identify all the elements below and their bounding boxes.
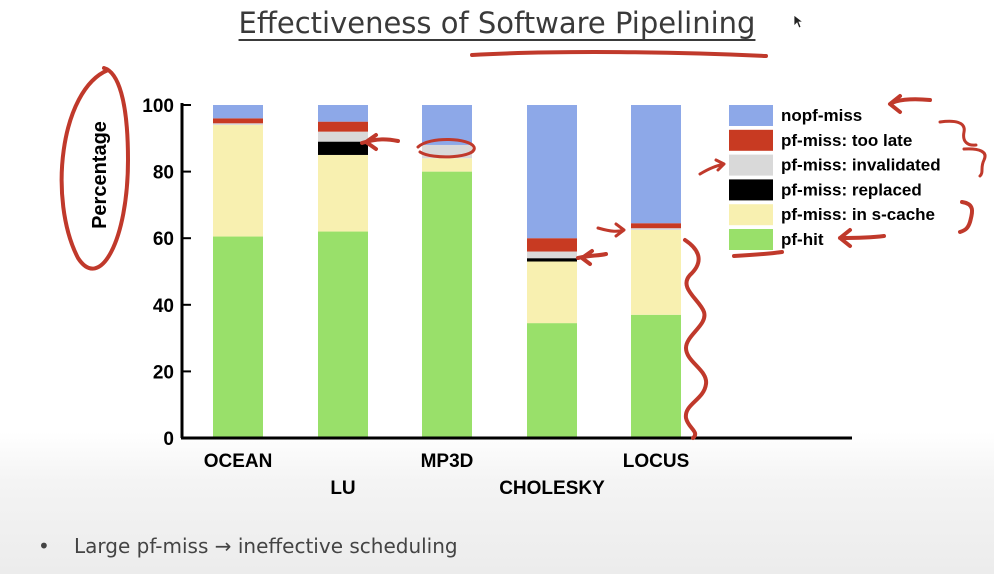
bar-segment-cholesky-3	[527, 251, 577, 259]
bar-segment-mp3d-0	[422, 171, 472, 438]
lu-arrow-scribble	[360, 133, 400, 151]
x-tick-label: LOCUS	[623, 451, 690, 472]
bar-segment-cholesky-2	[527, 258, 577, 262]
bar-segment-cholesky-5	[527, 105, 577, 239]
y-tick-label: 40	[153, 296, 174, 317]
locus-arrow-scribble	[596, 222, 626, 238]
legend-arrow-scribble	[698, 158, 726, 176]
y-tick-label: 20	[153, 362, 174, 383]
bar-segment-lu-4	[318, 121, 368, 132]
bar-segment-locus-3	[631, 228, 681, 230]
legend-swatch	[729, 179, 773, 201]
x-tick-label: OCEAN	[204, 451, 273, 472]
percentage-circle-scribble	[59, 66, 130, 271]
legend-label: pf-miss: replaced	[781, 180, 922, 199]
slide-bottom-band	[0, 432, 994, 574]
legend-swatch	[729, 129, 773, 151]
y-tick-label: 100	[142, 96, 174, 117]
legend-label: pf-miss: in s-cache	[781, 205, 935, 224]
y-tick-label: 0	[163, 429, 174, 450]
bullet-point: • Large pf-miss → ineffective scheduling	[38, 534, 458, 558]
bar-segment-cholesky-1	[527, 261, 577, 324]
mp3d-loop-scribble	[416, 138, 476, 159]
x-tick-label: LU	[330, 478, 355, 499]
pfhit-arrow-scribble	[838, 228, 886, 248]
legend-label: pf-hit	[781, 230, 824, 249]
y-tick-label: 60	[153, 229, 174, 250]
y-tick-label: 80	[153, 163, 174, 184]
bar-segment-locus-5	[631, 105, 681, 224]
bar-segment-ocean-0	[213, 236, 263, 438]
legend-swatch	[729, 204, 773, 226]
bar-segment-lu-5	[318, 105, 368, 122]
bar-segment-lu-0	[318, 231, 368, 438]
pfhit-dash-scribble	[732, 250, 784, 258]
x-tick-label: CHOLESKY	[499, 478, 605, 499]
legend-swatch	[729, 105, 773, 126]
bar-segment-ocean-3	[213, 123, 263, 125]
bar-segment-ocean-5	[213, 105, 263, 119]
legend-label: pf-miss: invalidated	[781, 156, 941, 175]
bar-segment-lu-3	[318, 131, 368, 142]
title-underline-scribble	[470, 50, 768, 58]
bar-segment-lu-2	[318, 141, 368, 155]
legend-label: nopf-miss	[781, 106, 862, 125]
cholesky-arrow-scribble	[576, 249, 608, 266]
mouse-cursor-icon	[793, 14, 805, 29]
bullet-icon: •	[38, 534, 50, 558]
bar-segment-cholesky-4	[527, 238, 577, 252]
locus-bracket-scribble	[683, 238, 709, 440]
bullet-text: Large pf-miss → ineffective scheduling	[74, 534, 458, 558]
scache-bracket-scribble	[958, 200, 975, 234]
bar-segment-locus-0	[631, 314, 681, 438]
bar-segment-ocean-1	[213, 124, 263, 237]
bar-segment-cholesky-0	[527, 323, 577, 438]
bar-segment-mp3d-1	[422, 158, 472, 172]
bar-segment-locus-4	[631, 223, 681, 229]
nopf-arrow-scribble	[888, 94, 932, 114]
legend-label: pf-miss: too late	[781, 131, 912, 150]
legend-swatch	[729, 154, 773, 176]
bar-segment-locus-1	[631, 229, 681, 315]
y-axis-title: Percentage	[89, 121, 111, 229]
x-tick-label: MP3D	[421, 451, 474, 472]
toolate-bracket-scribble	[938, 119, 978, 147]
legend-swatch	[729, 229, 773, 250]
invalidated-bracket-scribble	[962, 147, 987, 178]
bar-segment-ocean-4	[213, 118, 263, 124]
slide-title: Effectiveness of Software Pipelining	[238, 6, 756, 40]
bar-segment-lu-1	[318, 154, 368, 232]
